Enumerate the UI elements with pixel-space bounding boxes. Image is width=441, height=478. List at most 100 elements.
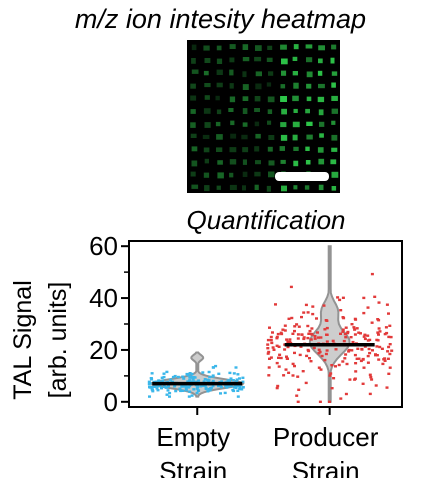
data-point bbox=[375, 354, 379, 357]
data-point bbox=[228, 371, 232, 375]
heatmap-spot bbox=[190, 133, 197, 138]
data-point bbox=[162, 372, 166, 375]
data-point bbox=[169, 378, 173, 381]
quantification-violin-chart: Quantification TAL Signal [arb. units] 0… bbox=[9, 205, 403, 478]
data-point bbox=[268, 357, 271, 360]
data-point bbox=[306, 311, 310, 314]
data-point bbox=[160, 380, 164, 384]
heatmap-spot bbox=[204, 95, 210, 100]
data-point bbox=[339, 332, 342, 335]
data-point bbox=[173, 374, 177, 378]
data-point bbox=[211, 366, 215, 369]
data-point bbox=[323, 358, 327, 362]
data-point bbox=[232, 372, 236, 375]
heatmap-spot bbox=[229, 96, 236, 103]
heatmap-spot bbox=[254, 184, 259, 190]
heatmap-spot bbox=[217, 172, 224, 179]
data-point bbox=[301, 370, 305, 373]
data-point bbox=[370, 321, 374, 324]
data-point bbox=[331, 339, 335, 343]
data-point bbox=[351, 340, 355, 344]
data-point bbox=[219, 385, 223, 389]
heatmap-spot bbox=[241, 134, 248, 140]
heatmap-spot bbox=[255, 71, 262, 77]
data-point bbox=[241, 376, 245, 379]
data-point bbox=[366, 354, 370, 358]
data-point bbox=[181, 375, 185, 378]
heatmap-spot bbox=[268, 171, 275, 178]
heatmap-spot bbox=[191, 146, 198, 152]
heatmap-spot bbox=[242, 108, 248, 114]
data-point bbox=[369, 376, 373, 379]
heatmap-spot bbox=[203, 45, 210, 51]
data-point bbox=[380, 347, 384, 350]
data-point bbox=[266, 347, 270, 350]
heatmap-spot bbox=[280, 84, 286, 89]
data-point bbox=[363, 337, 367, 341]
heatmap-spot bbox=[254, 171, 261, 177]
heatmap-spot bbox=[318, 58, 323, 64]
heatmap-spot bbox=[292, 56, 298, 61]
heatmap-spot bbox=[255, 160, 261, 165]
heatmap-spot bbox=[280, 159, 286, 164]
data-point bbox=[306, 336, 310, 340]
data-point bbox=[359, 332, 362, 335]
heatmap-spot bbox=[293, 146, 299, 151]
heatmap-spot bbox=[215, 95, 220, 101]
data-point bbox=[200, 384, 204, 387]
data-point bbox=[378, 345, 382, 349]
data-point bbox=[338, 298, 342, 302]
heatmap-spot bbox=[254, 146, 260, 152]
data-point bbox=[384, 326, 388, 329]
heatmap-spot bbox=[203, 70, 209, 76]
data-point bbox=[324, 352, 328, 356]
data-point bbox=[238, 377, 241, 380]
data-point bbox=[325, 333, 329, 336]
data-point bbox=[376, 331, 380, 334]
heatmap-spot bbox=[306, 134, 313, 140]
heatmap-spot bbox=[216, 147, 223, 152]
data-point bbox=[276, 332, 280, 336]
data-point bbox=[181, 389, 185, 392]
data-point bbox=[173, 385, 177, 388]
heatmap-spot bbox=[228, 108, 234, 112]
heatmap-spot bbox=[331, 171, 339, 178]
heatmap-spot bbox=[229, 44, 236, 49]
data-point bbox=[315, 317, 318, 320]
heatmap-spot bbox=[306, 71, 313, 78]
heatmap-spot bbox=[293, 108, 298, 113]
data-point bbox=[206, 378, 210, 382]
x-category-label: Empty bbox=[156, 422, 230, 452]
heatmap-spot bbox=[280, 134, 288, 141]
data-point bbox=[322, 304, 326, 307]
data-point bbox=[214, 364, 218, 368]
data-point bbox=[192, 388, 196, 391]
data-point bbox=[367, 347, 371, 351]
heatmap-spot bbox=[204, 185, 210, 192]
heatmap-spot bbox=[304, 185, 310, 190]
heatmap-spot bbox=[292, 95, 299, 102]
data-point bbox=[155, 387, 159, 390]
data-point bbox=[325, 326, 329, 330]
data-point bbox=[368, 373, 372, 376]
data-point bbox=[325, 319, 329, 322]
data-point bbox=[217, 384, 220, 388]
data-point bbox=[308, 357, 311, 360]
data-point bbox=[150, 372, 154, 375]
data-point bbox=[160, 376, 164, 379]
data-point bbox=[342, 339, 346, 343]
data-point bbox=[377, 358, 381, 361]
data-point bbox=[195, 387, 199, 390]
data-point bbox=[362, 311, 366, 315]
data-point bbox=[196, 389, 200, 392]
data-point bbox=[232, 386, 236, 389]
heatmap-spot bbox=[267, 96, 275, 103]
heatmap-spot bbox=[242, 96, 249, 101]
data-point bbox=[236, 395, 240, 398]
data-point bbox=[386, 350, 390, 353]
data-point bbox=[387, 345, 391, 349]
data-point bbox=[272, 348, 276, 351]
data-point bbox=[387, 312, 390, 315]
data-point bbox=[168, 391, 172, 395]
data-point bbox=[298, 353, 302, 357]
